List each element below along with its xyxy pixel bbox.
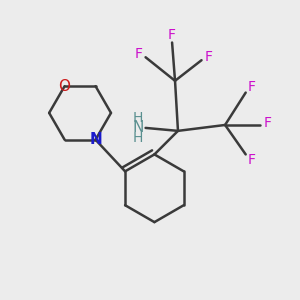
Text: F: F (248, 153, 256, 167)
Text: O: O (58, 79, 70, 94)
Text: N: N (133, 120, 144, 135)
Text: H: H (133, 131, 143, 145)
Text: F: F (134, 47, 142, 61)
Text: N: N (89, 132, 102, 147)
Text: F: F (264, 116, 272, 130)
Text: F: F (248, 80, 256, 94)
Text: H: H (133, 111, 143, 124)
Text: F: F (205, 50, 213, 64)
Text: F: F (168, 28, 176, 42)
